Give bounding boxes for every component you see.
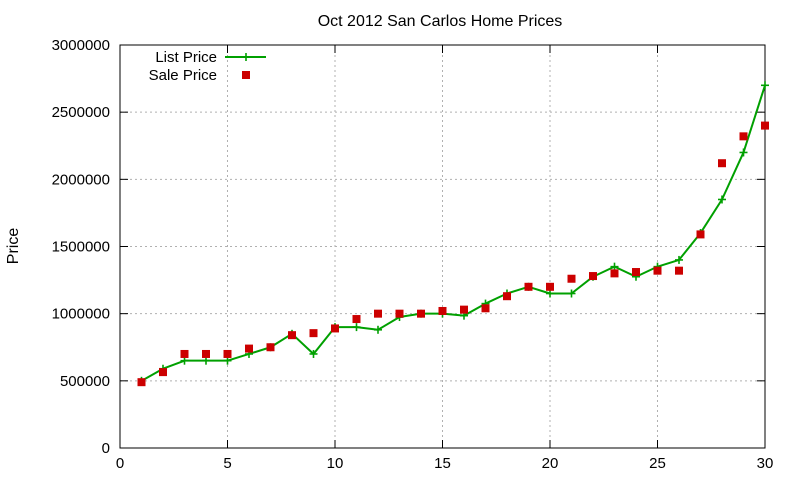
sale-price-series bbox=[137, 121, 769, 387]
list-price-series bbox=[137, 81, 769, 385]
sale-price-point bbox=[761, 121, 769, 130]
sale-price-point bbox=[696, 230, 705, 239]
sale-price-point bbox=[352, 315, 361, 324]
y-tick-label: 3000000 bbox=[52, 37, 110, 54]
sale-price-point bbox=[653, 266, 662, 275]
list-price-line-segment bbox=[162, 359, 185, 370]
y-tick-label: 1000000 bbox=[52, 306, 110, 323]
list-price-point bbox=[739, 148, 748, 157]
list-price-point bbox=[202, 356, 210, 365]
sale-price-point bbox=[331, 324, 339, 333]
y-axis-label: Price bbox=[5, 228, 22, 265]
list-price-line-segment bbox=[227, 353, 250, 362]
list-price-point bbox=[374, 325, 382, 334]
list-price-point bbox=[546, 289, 554, 298]
list-price-point bbox=[180, 356, 189, 365]
y-tick-label: 0 bbox=[102, 440, 110, 457]
sale-price-point bbox=[202, 349, 210, 358]
sale-price-point bbox=[718, 159, 726, 168]
sale-price-point bbox=[137, 378, 146, 387]
sale-price-point bbox=[266, 343, 275, 352]
x-tick-label: 10 bbox=[327, 455, 344, 472]
sale-price-point bbox=[481, 304, 490, 313]
sale-price-point bbox=[223, 349, 232, 358]
list-price-point bbox=[761, 81, 769, 90]
legend-list-price-label: List Price bbox=[155, 49, 217, 66]
sale-price-point bbox=[503, 292, 511, 301]
series-layer bbox=[137, 81, 769, 387]
sale-price-point bbox=[675, 266, 683, 275]
sale-price-point bbox=[245, 344, 253, 353]
sale-price-point bbox=[309, 329, 318, 338]
x-tick-label: 20 bbox=[542, 455, 559, 472]
grid-layer bbox=[120, 45, 765, 448]
list-price-line-segment bbox=[657, 258, 680, 268]
list-price-point bbox=[352, 323, 361, 332]
x-tick-label: 30 bbox=[757, 455, 774, 472]
x-tick-label: 5 bbox=[223, 455, 231, 472]
sale-price-point bbox=[524, 282, 533, 291]
sale-price-point bbox=[374, 309, 382, 318]
tick-layer: 0 5 10 15 20 25 30 0 500000 1000000 1500000 2000000… bbox=[52, 37, 774, 472]
sale-price-point bbox=[589, 272, 597, 281]
sale-price-point bbox=[610, 269, 619, 278]
sale-price-point bbox=[438, 306, 447, 315]
list-price-point bbox=[610, 262, 619, 271]
list-price-point bbox=[718, 195, 726, 204]
sale-price-point bbox=[159, 368, 167, 377]
list-price-point bbox=[567, 289, 576, 298]
sale-price-point bbox=[632, 268, 640, 277]
sale-price-point bbox=[417, 309, 425, 318]
legend-sale-price-marker bbox=[242, 71, 250, 79]
list-price-point bbox=[675, 255, 683, 264]
sale-price-point bbox=[546, 282, 554, 291]
list-price-line-segment bbox=[742, 84, 766, 153]
x-tick-label: 0 bbox=[116, 455, 124, 472]
sale-price-point bbox=[395, 309, 404, 318]
x-tick-label: 15 bbox=[434, 455, 451, 472]
y-tick-label: 1500000 bbox=[52, 239, 110, 256]
list-price-point bbox=[309, 349, 318, 358]
sale-price-point bbox=[460, 305, 468, 314]
chart-title: Oct 2012 San Carlos Home Prices bbox=[318, 13, 563, 30]
list-price-line-segment bbox=[377, 316, 401, 331]
list-price-line-segment bbox=[721, 152, 745, 200]
y-tick-label: 2500000 bbox=[52, 104, 110, 121]
y-tick-label: 2000000 bbox=[52, 171, 110, 188]
list-price-point bbox=[223, 356, 232, 365]
sale-price-point bbox=[739, 132, 748, 141]
sale-price-point bbox=[567, 274, 576, 283]
sale-price-point bbox=[180, 349, 189, 358]
y-tick-label: 500000 bbox=[60, 373, 110, 390]
sale-price-point bbox=[288, 331, 296, 340]
list-price-line-segment bbox=[699, 198, 723, 234]
x-tick-label: 25 bbox=[649, 455, 666, 472]
legend-sale-price-label: Sale Price bbox=[149, 67, 217, 84]
